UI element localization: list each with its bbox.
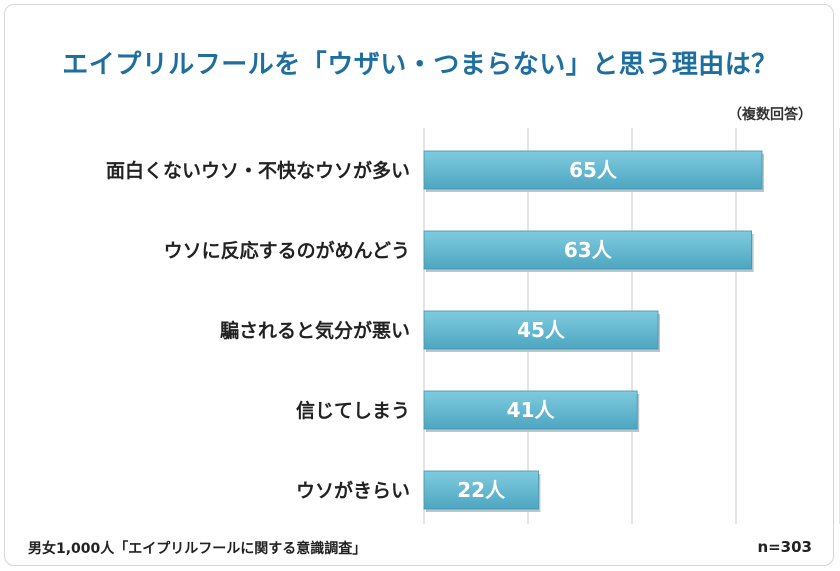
bar-3 [423, 310, 659, 350]
chart-title: エイプリルフールを「ウザい・つまらない」と思う理由は？ [62, 50, 778, 80]
value-label: 45人 [517, 318, 566, 342]
bar-2 [423, 230, 753, 270]
survey-source: 男女1,000人「エイプリルフールに関する意識調査」 [28, 541, 367, 557]
value-label: 22人 [457, 478, 506, 502]
chart-frame [4, 4, 834, 566]
bar-5 [423, 470, 539, 510]
multiple-answer-note: （複数回答） [728, 107, 812, 123]
bar-4 [423, 390, 638, 430]
value-label: 63人 [564, 238, 613, 262]
sample-size: n=303 [757, 538, 812, 556]
bar-1 [423, 150, 763, 190]
value-label: 65人 [569, 158, 618, 182]
value-label: 41人 [507, 398, 556, 422]
category-label: ウソがきらい [296, 479, 410, 502]
category-label: 信じてしまう [296, 399, 410, 422]
category-label: 面白くないウソ・不快なウソが多い [106, 159, 410, 182]
category-label: ウソに反応するのがめんどう [164, 239, 410, 262]
category-label: 騙されると気分が悪い [220, 319, 410, 342]
